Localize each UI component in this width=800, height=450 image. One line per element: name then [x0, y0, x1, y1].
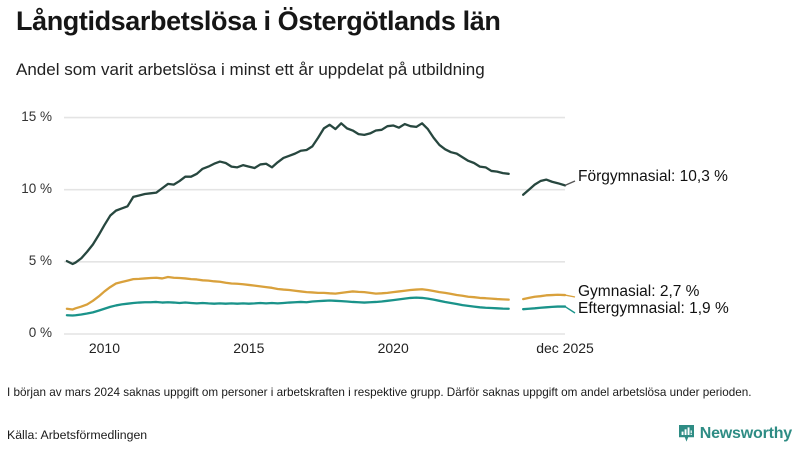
newsworthy-logo-text: Newsworthy	[699, 424, 792, 442]
leader-line	[564, 180, 576, 187]
x-tick-label: 2015	[233, 340, 265, 356]
newsworthy-logo[interactable]: Newsworthy	[678, 424, 792, 443]
y-tick-label: 5 %	[28, 252, 52, 268]
x-tick-label: dec 2025	[536, 340, 594, 356]
y-tick-label: 0 %	[28, 325, 52, 340]
x-tick-label: 2020	[377, 340, 409, 356]
chart-subtitle: Andel som varit arbetslösa i minst ett å…	[16, 60, 485, 79]
series-line-gymnasial	[521, 293, 567, 301]
leader-line	[564, 305, 576, 314]
chart-footnote: I början av mars 2024 saknas uppgift om …	[7, 386, 752, 399]
y-tick-label: 15 %	[21, 108, 52, 124]
x-tick-label: 2010	[88, 340, 120, 356]
series-line-gymnasial	[65, 275, 510, 311]
series-line-eftergymnasial	[65, 296, 510, 317]
series-label-gymnasial: Gymnasial: 2,7 %	[578, 283, 700, 300]
series-line-förgymnasial	[65, 122, 510, 266]
series-label-eftergymnasial: Eftergymnasial: 1,9 %	[578, 300, 729, 317]
series-line-förgymnasial	[521, 178, 567, 196]
bar-chart-badge-icon	[678, 425, 694, 442]
plot-area	[0, 90, 800, 340]
line-chart-svg	[64, 116, 576, 335]
page-title: Långtidsarbetslösa i Östergötlands län	[16, 6, 501, 36]
y-tick-label: 10 %	[21, 180, 52, 196]
series-label-förgymnasial: Förgymnasial: 10,3 %	[578, 168, 728, 185]
series-line-eftergymnasial	[521, 305, 567, 311]
chart-source: Källa: Arbetsförmedlingen	[7, 428, 148, 442]
leader-line	[564, 294, 576, 298]
